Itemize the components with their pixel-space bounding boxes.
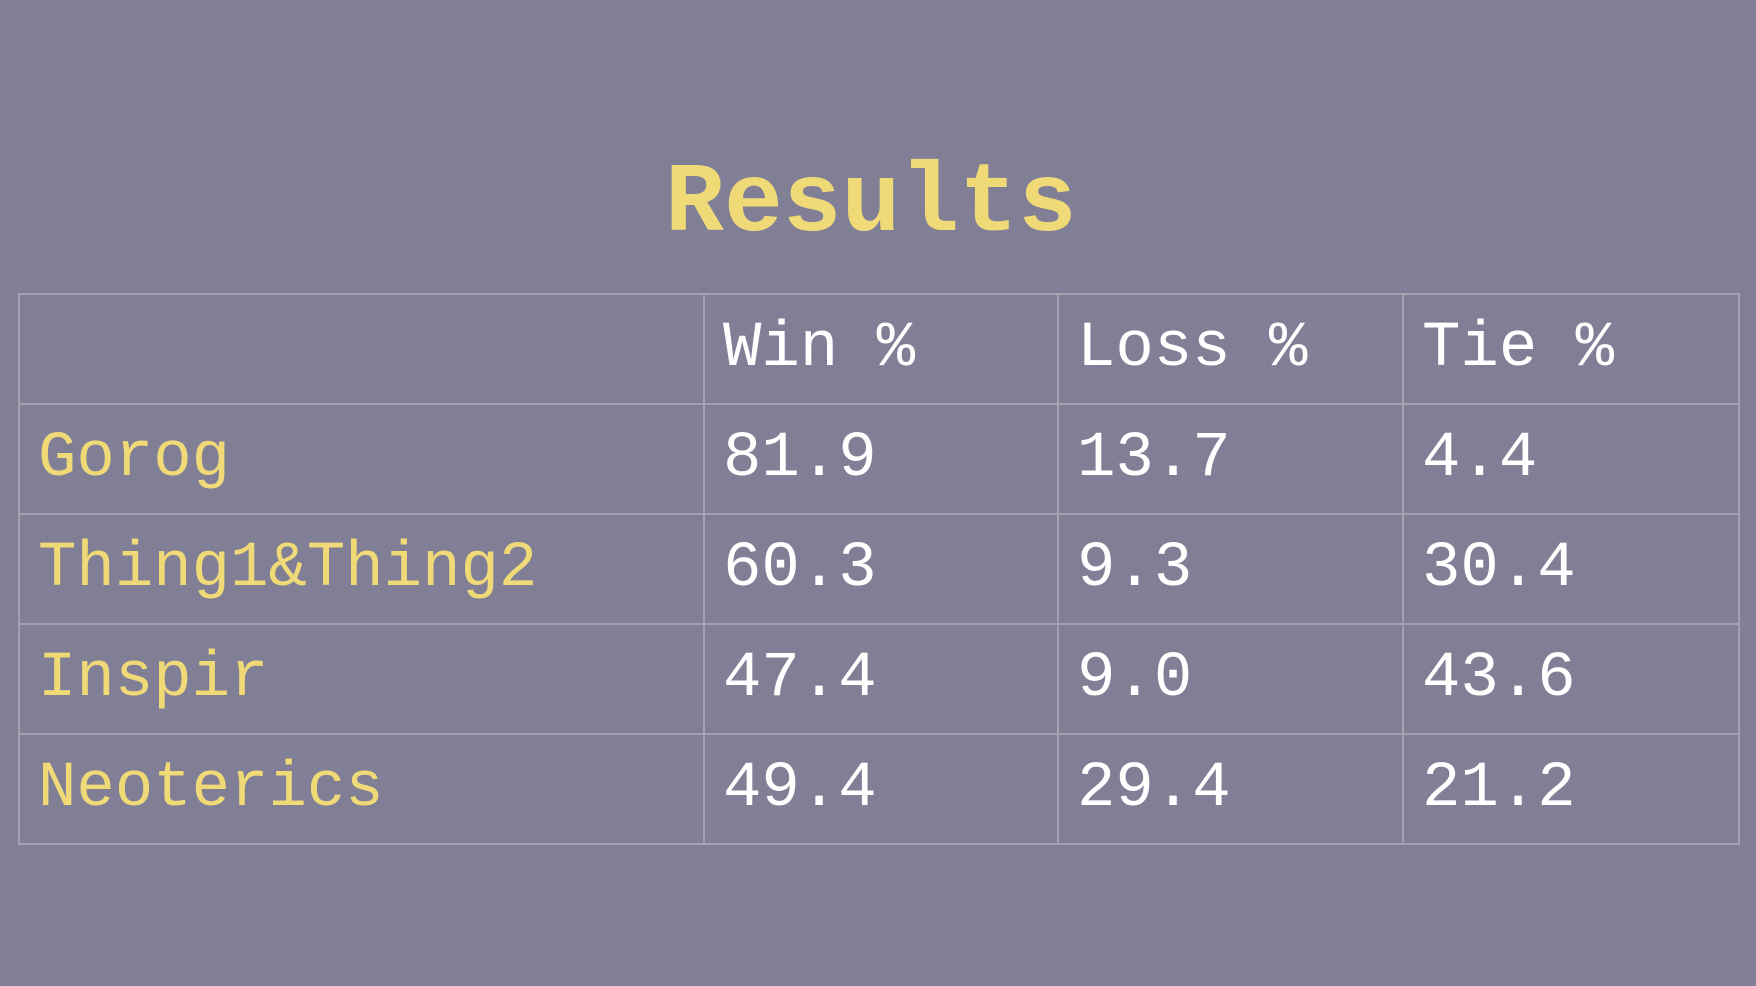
win-cell: 81.9	[703, 403, 1059, 515]
table-row: Neoterics 49.4 29.4 21.2	[18, 733, 1740, 845]
team-name: Gorog	[18, 403, 705, 515]
tie-cell: 43.6	[1402, 623, 1740, 735]
team-name: Thing1&Thing2	[18, 513, 705, 625]
header-row: Win % Loss % Tie %	[18, 293, 1740, 405]
tie-cell: 21.2	[1402, 733, 1740, 845]
table-row: Inspir 47.4 9.0 43.6	[18, 623, 1740, 735]
win-cell: 49.4	[703, 733, 1059, 845]
win-cell: 47.4	[703, 623, 1059, 735]
loss-cell: 9.0	[1057, 623, 1404, 735]
page-title: Results	[665, 149, 1077, 260]
header-loss: Loss %	[1057, 293, 1404, 405]
loss-cell: 13.7	[1057, 403, 1404, 515]
loss-cell: 29.4	[1057, 733, 1404, 845]
loss-cell: 9.3	[1057, 513, 1404, 625]
results-table: Win % Loss % Tie % Gorog 81.9 13.7 4.4 T…	[18, 293, 1740, 845]
table-row: Thing1&Thing2 60.3 9.3 30.4	[18, 513, 1740, 625]
header-win: Win %	[703, 293, 1059, 405]
header-tie: Tie %	[1402, 293, 1740, 405]
win-cell: 60.3	[703, 513, 1059, 625]
team-name: Inspir	[18, 623, 705, 735]
tie-cell: 30.4	[1402, 513, 1740, 625]
table-row: Gorog 81.9 13.7 4.4	[18, 403, 1740, 515]
tie-cell: 4.4	[1402, 403, 1740, 515]
header-cell-empty	[18, 293, 705, 405]
team-name: Neoterics	[18, 733, 705, 845]
